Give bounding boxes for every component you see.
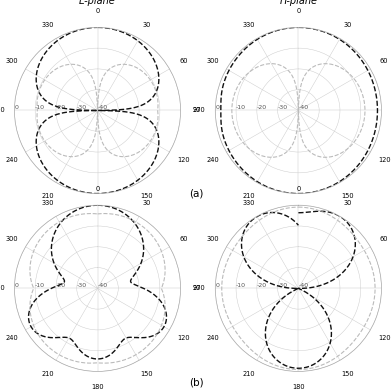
Text: (b): (b) xyxy=(189,377,203,387)
Text: (a): (a) xyxy=(189,188,203,199)
Title: H-plane: H-plane xyxy=(279,0,318,6)
Title: E-plane: E-plane xyxy=(79,0,116,6)
